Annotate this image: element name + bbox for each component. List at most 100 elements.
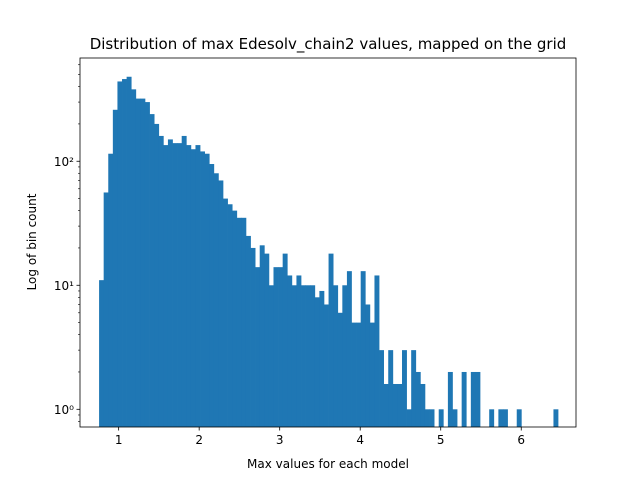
- histogram-bar: [305, 285, 311, 427]
- histogram-bar: [282, 253, 288, 427]
- histogram-bar: [250, 247, 256, 427]
- histogram-bar: [346, 271, 352, 427]
- histogram-bar: [438, 409, 444, 427]
- histogram-bar: [470, 371, 476, 427]
- histogram-bar: [232, 210, 238, 427]
- histogram-bar: [411, 350, 417, 427]
- y-axis-label: Log of bin count: [25, 193, 39, 290]
- histogram-bar: [158, 135, 164, 427]
- histogram-bar: [420, 383, 426, 427]
- histogram-bar: [447, 371, 453, 427]
- histogram-bar: [154, 123, 160, 428]
- bars-layer: [99, 76, 559, 428]
- histogram-bar: [328, 253, 334, 427]
- histogram-bar: [245, 235, 251, 427]
- histogram-bar: [374, 275, 380, 427]
- histogram-bar: [314, 297, 320, 427]
- histogram-bar: [287, 275, 293, 427]
- histogram-bar: [195, 145, 201, 427]
- x-tick-label: 2: [195, 433, 203, 447]
- histogram-bar: [264, 253, 270, 427]
- histogram-bar: [140, 98, 146, 427]
- histogram-bar: [273, 267, 279, 427]
- histogram-bar: [383, 383, 389, 427]
- histogram-bar: [296, 275, 302, 427]
- x-tick-label: 1: [115, 433, 123, 447]
- histogram-bar: [351, 322, 357, 427]
- histogram-bar: [236, 217, 242, 427]
- histogram-bar: [126, 76, 132, 427]
- histogram-bar: [278, 267, 284, 427]
- histogram-bar: [392, 383, 398, 427]
- histogram-bar: [117, 81, 123, 427]
- histogram-bar: [112, 109, 118, 427]
- histogram-bar: [186, 145, 192, 427]
- histogram-bar: [365, 304, 371, 427]
- ticks-layer: 1 2 3 4 5 6 10⁰ 10¹ 10²: [54, 64, 525, 447]
- histogram-bar: [200, 151, 205, 427]
- histogram-bar: [489, 409, 495, 427]
- histogram-bar: [190, 149, 196, 428]
- histogram-bar: [135, 98, 141, 427]
- histogram-bar: [241, 217, 247, 427]
- histogram-bar: [108, 153, 114, 427]
- x-tick-label: 5: [437, 433, 445, 447]
- histogram-bar: [356, 322, 362, 427]
- histogram-bar: [144, 102, 150, 427]
- histogram-bar: [103, 192, 109, 427]
- histogram-bar: [99, 280, 105, 427]
- chart-title: Distribution of max Edesolv_chain2 value…: [90, 35, 567, 54]
- histogram-bar: [149, 114, 155, 427]
- y-tick-label: 10¹: [54, 279, 74, 293]
- histogram-bar: [406, 409, 412, 427]
- x-axis-label: Max values for each model: [247, 457, 409, 471]
- plot-frame: [79, 57, 577, 428]
- histogram-bar: [360, 271, 366, 427]
- histogram-bar: [498, 409, 504, 427]
- y-tick-label: 10²: [54, 155, 74, 169]
- histogram-bar: [323, 304, 329, 427]
- histogram-bar: [209, 164, 215, 427]
- histogram-bar: [516, 409, 522, 427]
- histogram-bar: [429, 409, 435, 427]
- histogram-bar: [553, 409, 559, 427]
- histogram-bar: [337, 312, 343, 427]
- histogram-bar: [255, 267, 261, 427]
- histogram-bar: [131, 89, 137, 427]
- histogram-bar: [475, 371, 481, 427]
- histogram-bar: [177, 143, 183, 427]
- histogram-bar: [268, 285, 274, 427]
- histogram-bar: [218, 180, 224, 427]
- histogram-bar: [342, 285, 348, 427]
- histogram-bar: [310, 285, 316, 427]
- histogram-bar: [301, 285, 306, 427]
- histogram-bar: [424, 409, 430, 427]
- histogram-bar: [167, 139, 173, 427]
- x-tick-label: 4: [356, 433, 364, 447]
- x-tick-label: 3: [276, 433, 284, 447]
- histogram-bar: [291, 285, 297, 427]
- histogram-bar: [461, 371, 467, 427]
- histogram-bar: [259, 245, 265, 427]
- histogram-bar: [333, 285, 339, 427]
- histogram-bar: [181, 135, 187, 427]
- histogram-bar: [415, 371, 421, 427]
- y-tick-label: 10⁰: [54, 403, 74, 417]
- histogram-bar: [204, 153, 210, 427]
- histogram-bar: [452, 409, 458, 427]
- histogram-bar: [402, 350, 407, 427]
- histogram-bar: [163, 145, 169, 427]
- histogram-bar: [369, 322, 375, 427]
- histogram-bar: [223, 198, 228, 427]
- histogram-bar: [397, 383, 403, 427]
- histogram-bar: [388, 350, 394, 427]
- histogram-bar: [122, 79, 127, 428]
- histogram-bar: [172, 143, 178, 427]
- histogram-bar: [213, 173, 219, 427]
- histogram-bar: [502, 409, 508, 427]
- histogram-bar: [227, 204, 233, 427]
- histogram-bar: [379, 350, 384, 427]
- histogram-bar: [319, 290, 325, 427]
